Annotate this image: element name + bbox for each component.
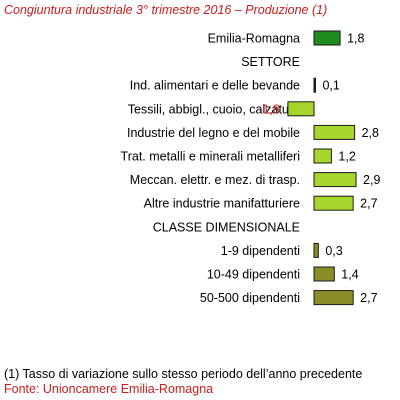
section-heading-8-classe-dimensionale: CLASSE DIMENSIONALE <box>153 220 300 234</box>
category-label-10-10-49-dipendenti: 10-49 dipendenti <box>207 268 300 282</box>
value-label-10-10-49-dipendenti: 1,4 <box>341 268 358 282</box>
bar-4-industrie-del-legno-e-del-mobile <box>313 124 356 140</box>
chart-title: Congiuntura industriale 3° trimestre 201… <box>4 3 328 17</box>
category-label-11-50-500-dipendenti: 50-500 dipendenti <box>200 291 300 305</box>
bar-10-10-49-dipendenti <box>313 266 335 282</box>
bar-chart: Emilia-Romagna 1,8 SETTORE Ind. alimentari … <box>121 30 380 306</box>
value-label-3-tessili-abbigl-cuoio-calzature: -1,8 <box>258 102 280 116</box>
category-label-6-meccan-elettr-e-mez-di-trasp: Meccan. elettr. e mez. di trasp. <box>130 173 300 187</box>
footnote: (1) Tasso di variazione sullo stesso per… <box>4 367 363 381</box>
value-label-7-altre-industrie-manifatturiere: 2,7 <box>360 197 377 211</box>
value-label-4-industrie-del-legno-e-del-mobile: 2,8 <box>362 126 379 140</box>
bar-3-tessili-abbigl-cuoio-calzature <box>287 101 315 117</box>
section-heading-1-settore: SETTORE <box>241 55 300 69</box>
value-label-6-meccan-elettr-e-mez-di-trasp: 2,9 <box>363 173 380 187</box>
value-label-9-1-9-dipendenti: 0,3 <box>325 244 342 258</box>
value-label-2-ind-alimentari-e-delle-bevande: 0,1 <box>322 79 339 93</box>
bar-7-altre-industrie-manifatturiere <box>313 195 354 211</box>
value-label-5-trat-metalli-e-minerali-metalliferi: 1,2 <box>338 150 355 164</box>
category-label-0-emilia-romagna: Emilia-Romagna <box>208 32 300 46</box>
value-label-11-50-500-dipendenti: 2,7 <box>360 291 377 305</box>
bar-5-trat-metalli-e-minerali-metalliferi <box>313 148 332 164</box>
category-label-2-ind-alimentari-e-delle-bevande: Ind. alimentari e delle bevande <box>130 79 300 93</box>
bar-2-ind-alimentari-e-delle-bevande <box>313 77 316 93</box>
bar-6-meccan-elettr-e-mez-di-trasp <box>313 172 357 188</box>
category-label-3-tessili-abbigl-cuoio-calzature: Tessili, abbigl., cuoio, calzature <box>128 102 300 116</box>
category-label-7-altre-industrie-manifatturiere: Altre industrie manifatturiere <box>144 197 300 211</box>
category-label-5-trat-metalli-e-minerali-metalliferi: Trat. metalli e minerali metalliferi <box>121 150 300 164</box>
bar-11-50-500-dipendenti <box>313 290 354 306</box>
category-label-4-industrie-del-legno-e-del-mobile: Industrie del legno e del mobile <box>127 126 300 140</box>
category-label-9-1-9-dipendenti: 1-9 dipendenti <box>221 244 300 258</box>
source-note: Fonte: Unioncamere Emilia-Romagna <box>4 382 214 396</box>
bar-0-emilia-romagna <box>313 30 341 46</box>
value-label-0-emilia-romagna: 1,8 <box>347 32 364 46</box>
bar-9-1-9-dipendenti <box>313 242 319 258</box>
